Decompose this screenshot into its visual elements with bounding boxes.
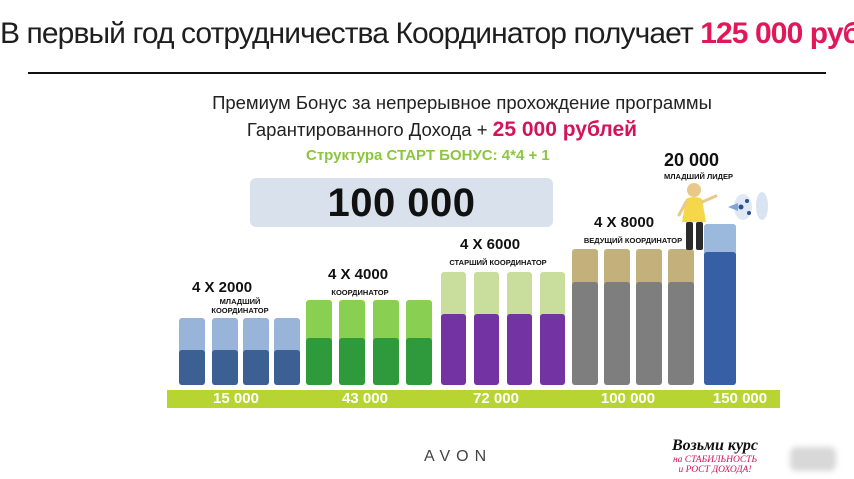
divider <box>28 72 826 74</box>
cumulative-strip <box>167 390 780 408</box>
promo-line-3: и РОСТ ДОХОДА! <box>678 465 752 475</box>
cumulative-label-2: 43 000 <box>342 390 388 407</box>
level-1-count: 4 X 2000 <box>192 279 253 296</box>
leader-amount: 20 000 <box>664 150 720 170</box>
premium-amount: 25 000 рублей <box>492 118 638 141</box>
headline: В первый год сотрудничества Координатор … <box>0 14 854 54</box>
level-3-role: СТАРШИЙ КООРДИНАТОР <box>449 258 547 267</box>
bar-level-2-3-lower <box>373 338 399 385</box>
structure-label: Структура СТАРТ БОНУС: 4*4 + 1 <box>306 147 550 164</box>
leader-figure <box>677 183 718 250</box>
premium-line-2-text: Гарантированного Дохода + <box>246 119 488 140</box>
level-1-role-line-2: КООРДИНАТОР <box>211 306 269 315</box>
premium-line-1: Премиум Бонус за непрерывное прохождение… <box>212 92 712 113</box>
headline-amount: 125 000 руб <box>700 17 854 50</box>
leader-role: МЛАДШИЙ ЛИДЕР <box>664 172 733 181</box>
bar-level-2-2-lower <box>339 338 365 385</box>
bar-level-2-4-lower <box>406 338 432 385</box>
total-amount: 100 000 <box>250 178 553 227</box>
bar-level-1-1-lower <box>179 350 205 385</box>
level-2-count: 4 X 4000 <box>328 266 389 283</box>
bar-level-2-1-lower <box>306 338 332 385</box>
cumulative-label-5: 150 000 <box>712 390 768 407</box>
cumulative-label-1: 15 000 <box>213 390 259 407</box>
bar-level-1-4-lower <box>274 350 300 385</box>
bar-level-4-3-lower <box>636 282 662 385</box>
bar-level-3-2-lower <box>474 314 499 385</box>
promo-line-1: Возьми курс <box>672 437 758 454</box>
bar-level-4-4-lower <box>668 282 694 385</box>
bar-level-3-1-lower <box>441 314 466 385</box>
level-1-role-line-1: МЛАДШИЙ <box>219 297 261 306</box>
level-1-role: МЛАДШИЙ КООРДИНАТОР <box>200 297 280 315</box>
bar-level-1-3-lower <box>243 350 269 385</box>
blurred-element <box>790 447 836 471</box>
cumulative-label-3: 72 000 <box>473 390 519 407</box>
bar-level-3-3-lower <box>507 314 532 385</box>
level-2-role: КООРДИНАТОР <box>331 288 389 297</box>
bar-level-3-4-lower <box>540 314 565 385</box>
headline-text: В первый год сотрудничества Координатор … <box>0 17 694 50</box>
bar-level-4-1-lower <box>572 282 598 385</box>
spark-decoration <box>728 192 768 220</box>
bar-level-5-lower <box>704 252 736 385</box>
bar-level-1-2-lower <box>212 350 238 385</box>
cumulative-label-4: 100 000 <box>600 390 656 407</box>
promo-line-2: на СТАБИЛЬНОСТЬ <box>672 455 758 465</box>
promo-slogan: Возьми курс на СТАБИЛЬНОСТЬ и РОСТ ДОХОД… <box>655 437 775 475</box>
level-4-role: ВЕДУЩИЙ КООРДИНАТОР <box>583 236 683 245</box>
premium-line-2: Гарантированного Дохода + 25 000 рублей <box>0 118 854 142</box>
avon-logo: AVON <box>424 448 493 465</box>
bar-level-4-2-lower <box>604 282 630 385</box>
level-4-count: 4 X 8000 <box>594 214 655 231</box>
level-3-count: 4 X 6000 <box>460 236 521 253</box>
